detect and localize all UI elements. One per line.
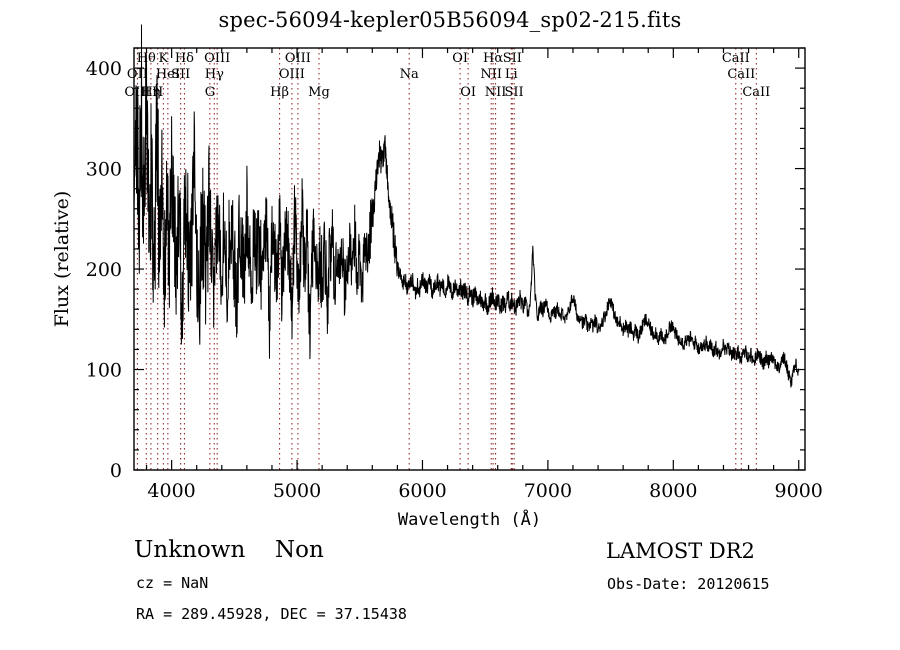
cz-value-label: cz = NaN xyxy=(136,574,209,592)
spectral-line-label: CaII xyxy=(742,85,770,100)
spectral-line-label: OII xyxy=(127,67,148,82)
spectral-line-label: OIII xyxy=(285,51,311,66)
spectral-line-label: Hδ xyxy=(175,51,194,66)
spectral-line-label: H xyxy=(152,85,163,100)
object-class-label: Unknown xyxy=(134,537,246,563)
x-tick-label: 8000 xyxy=(649,480,697,502)
spectral-line-label: G xyxy=(205,85,215,100)
spectral-line-label: Hθ xyxy=(137,51,156,66)
spectral-line-label: OIII xyxy=(204,51,230,66)
spectral-line-label: OI xyxy=(452,51,468,66)
y-tick-label: 400 xyxy=(86,58,122,80)
spectrum-trace xyxy=(133,24,800,388)
survey-release-label: LAMOST DR2 xyxy=(606,539,755,563)
spectral-line-label: OI xyxy=(460,85,476,100)
plot-frame xyxy=(133,47,806,471)
y-tick-label: 300 xyxy=(86,159,122,181)
spectral-line-label: NII xyxy=(480,67,502,82)
x-tick-label: 7000 xyxy=(524,480,572,502)
spectral-line-label: CaII xyxy=(727,67,755,82)
spectral-line-label: NII xyxy=(485,85,507,100)
page-title: spec-56094-kepler05B56094_sp02-215.fits xyxy=(218,8,682,32)
ra-dec-label: RA = 289.45928, DEC = 37.15438 xyxy=(136,605,407,623)
y-tick-label: 100 xyxy=(86,360,122,382)
axis-ticks xyxy=(134,47,805,471)
spectral-line-label: SII xyxy=(503,51,522,66)
y-tick-label: 0 xyxy=(110,460,122,482)
spectral-line-label: K xyxy=(158,51,168,66)
spectral-line-label: Hγ xyxy=(205,67,224,82)
spectral-line-label: Li xyxy=(505,67,518,82)
obs-date-label: Obs-Date: 20120615 xyxy=(607,575,770,593)
spectral-line-label: Hβ xyxy=(270,85,289,100)
spectral-line-label: HeI xyxy=(156,67,180,82)
spectral-line-label: SII xyxy=(171,67,190,82)
x-tick-label: 5000 xyxy=(273,480,321,502)
spectral-line-label: Na xyxy=(400,67,419,82)
spectral-line-label: SII xyxy=(505,85,524,100)
spectral-line-label: OIII xyxy=(124,85,150,100)
spectral-line-label: Hα xyxy=(483,51,503,66)
x-tick-label: 6000 xyxy=(398,480,446,502)
x-tick-label: 9000 xyxy=(775,480,823,502)
object-subclass-label: Non xyxy=(275,537,324,563)
spectral-line-label: Hη xyxy=(141,85,160,100)
x-axis-title: Wavelength (Å) xyxy=(398,508,541,530)
spectral-line-label: Mg xyxy=(308,85,330,100)
spectral-line-label: OIII xyxy=(279,67,305,82)
y-tick-label: 200 xyxy=(86,259,122,281)
y-axis-title: Flux (relative) xyxy=(51,191,73,328)
spectral-line-labels: OIIOIIIHθHηHKHeIHδSIIGHγOIIIHβOIIIOIIIMg… xyxy=(124,51,770,100)
spectral-line-label: CaII xyxy=(722,51,750,66)
x-tick-label: 4000 xyxy=(147,480,195,502)
